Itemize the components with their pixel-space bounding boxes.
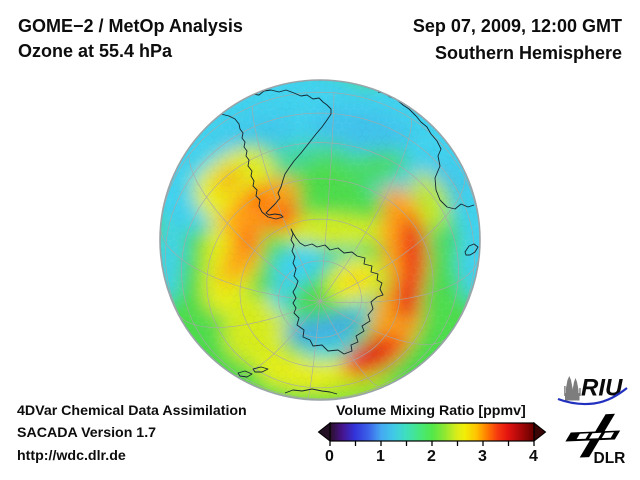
svg-text:RIU: RIU <box>581 375 623 402</box>
svg-text:DLR: DLR <box>594 450 626 464</box>
